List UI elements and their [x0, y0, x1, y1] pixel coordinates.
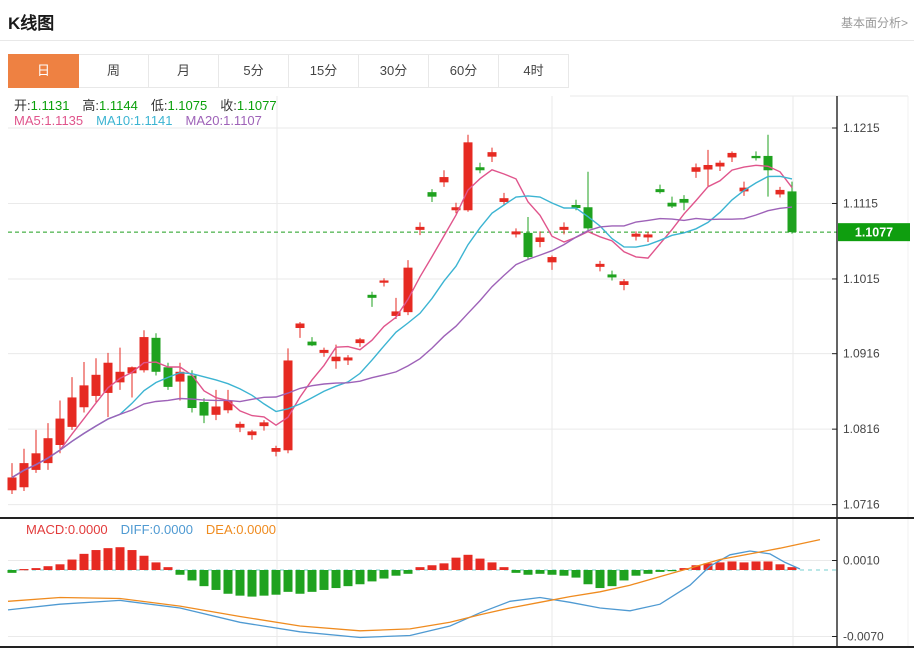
dea-line [7, 538, 821, 632]
header-divider [0, 40, 914, 41]
price-tick-label: 1.0716 [843, 498, 880, 512]
macd-tick-label: -0.0070 [843, 630, 884, 644]
price-tick-label: 1.1015 [843, 272, 880, 286]
macd-readout: MACD:0.0000 DIFF:0.0000 DEA:0.0000 [26, 522, 289, 537]
candles [7, 134, 797, 495]
grid-lines [8, 95, 909, 517]
main-chart-panel: 开:1.1131 高:1.1144 低:1.1075 收:1.1077 MA5:1.1… [0, 88, 914, 519]
macd-chart: 0.0010 -0.0070 [7, 519, 909, 646]
ma-lines [11, 164, 793, 479]
macd-axis: 0.0010 -0.0070 [832, 519, 884, 646]
readout-item: 收:1.1077 [220, 98, 277, 113]
tab-60分[interactable]: 60分 [429, 54, 499, 88]
tab-日[interactable]: 日 [8, 54, 79, 88]
price-tick-label: 1.1115 [843, 196, 878, 210]
price-tick-label: 1.1215 [843, 121, 880, 135]
readout-item: MA5:1.1135 [14, 113, 84, 128]
current-price-badge: 1.1077 [838, 223, 910, 242]
diff-line [7, 550, 801, 639]
tab-5分[interactable]: 5分 [219, 54, 289, 88]
price-tick-label: 1.0916 [843, 347, 880, 361]
tab-15分[interactable]: 15分 [289, 54, 359, 88]
macd-tick-label: 0.0010 [843, 554, 880, 568]
ma10-line [11, 175, 793, 479]
ma-readout: MA5:1.1135 MA10:1.1141 MA20:1.1107 [14, 113, 275, 128]
current-price-label: 1.1077 [855, 226, 893, 240]
price-axis: 1.1215 1.1115 1.1015 1.0916 1.0816 1.0716 [832, 96, 880, 517]
price-tick-label: 1.0816 [843, 422, 880, 436]
macd-grid [8, 519, 909, 646]
ohlc-readout: 开:1.1131 高:1.1144 低:1.1075 收:1.1077 [14, 95, 290, 114]
timeframe-tabs: 日周月 5分 15分 30分 60分 4时 [8, 54, 569, 88]
ma20-line [11, 206, 793, 479]
readout-item: DIFF:0.0000 [120, 522, 193, 537]
readout-item: MA20:1.1107 [185, 113, 262, 128]
page-title: K线图 [8, 14, 55, 33]
readout-item: MACD:0.0000 [26, 522, 108, 537]
macd-panel: MACD:0.0000 DIFF:0.0000 DEA:0.0000 0.0010 -… [0, 519, 914, 648]
readout-item: DEA:0.0000 [205, 522, 277, 537]
readout-item: 高:1.1144 [82, 98, 138, 113]
readout-item: 低:1.1075 [150, 98, 208, 113]
tab-4时[interactable]: 4时 [499, 54, 569, 88]
tab-月[interactable]: 月 [149, 54, 219, 88]
ma5-line [11, 164, 793, 479]
readout-item: 开:1.1131 [14, 98, 70, 113]
tab-周[interactable]: 周 [79, 54, 149, 88]
macd-histogram [7, 547, 797, 597]
tab-30分[interactable]: 30分 [359, 54, 429, 88]
readout-item: MA10:1.1141 [96, 113, 173, 128]
fundamental-analysis-link[interactable]: 基本面分析> [840, 16, 908, 30]
macd-lines [7, 538, 821, 639]
candlestick-chart: 1.1215 1.1115 1.1015 1.0916 1.0816 1.0716 1.10… [7, 95, 910, 517]
